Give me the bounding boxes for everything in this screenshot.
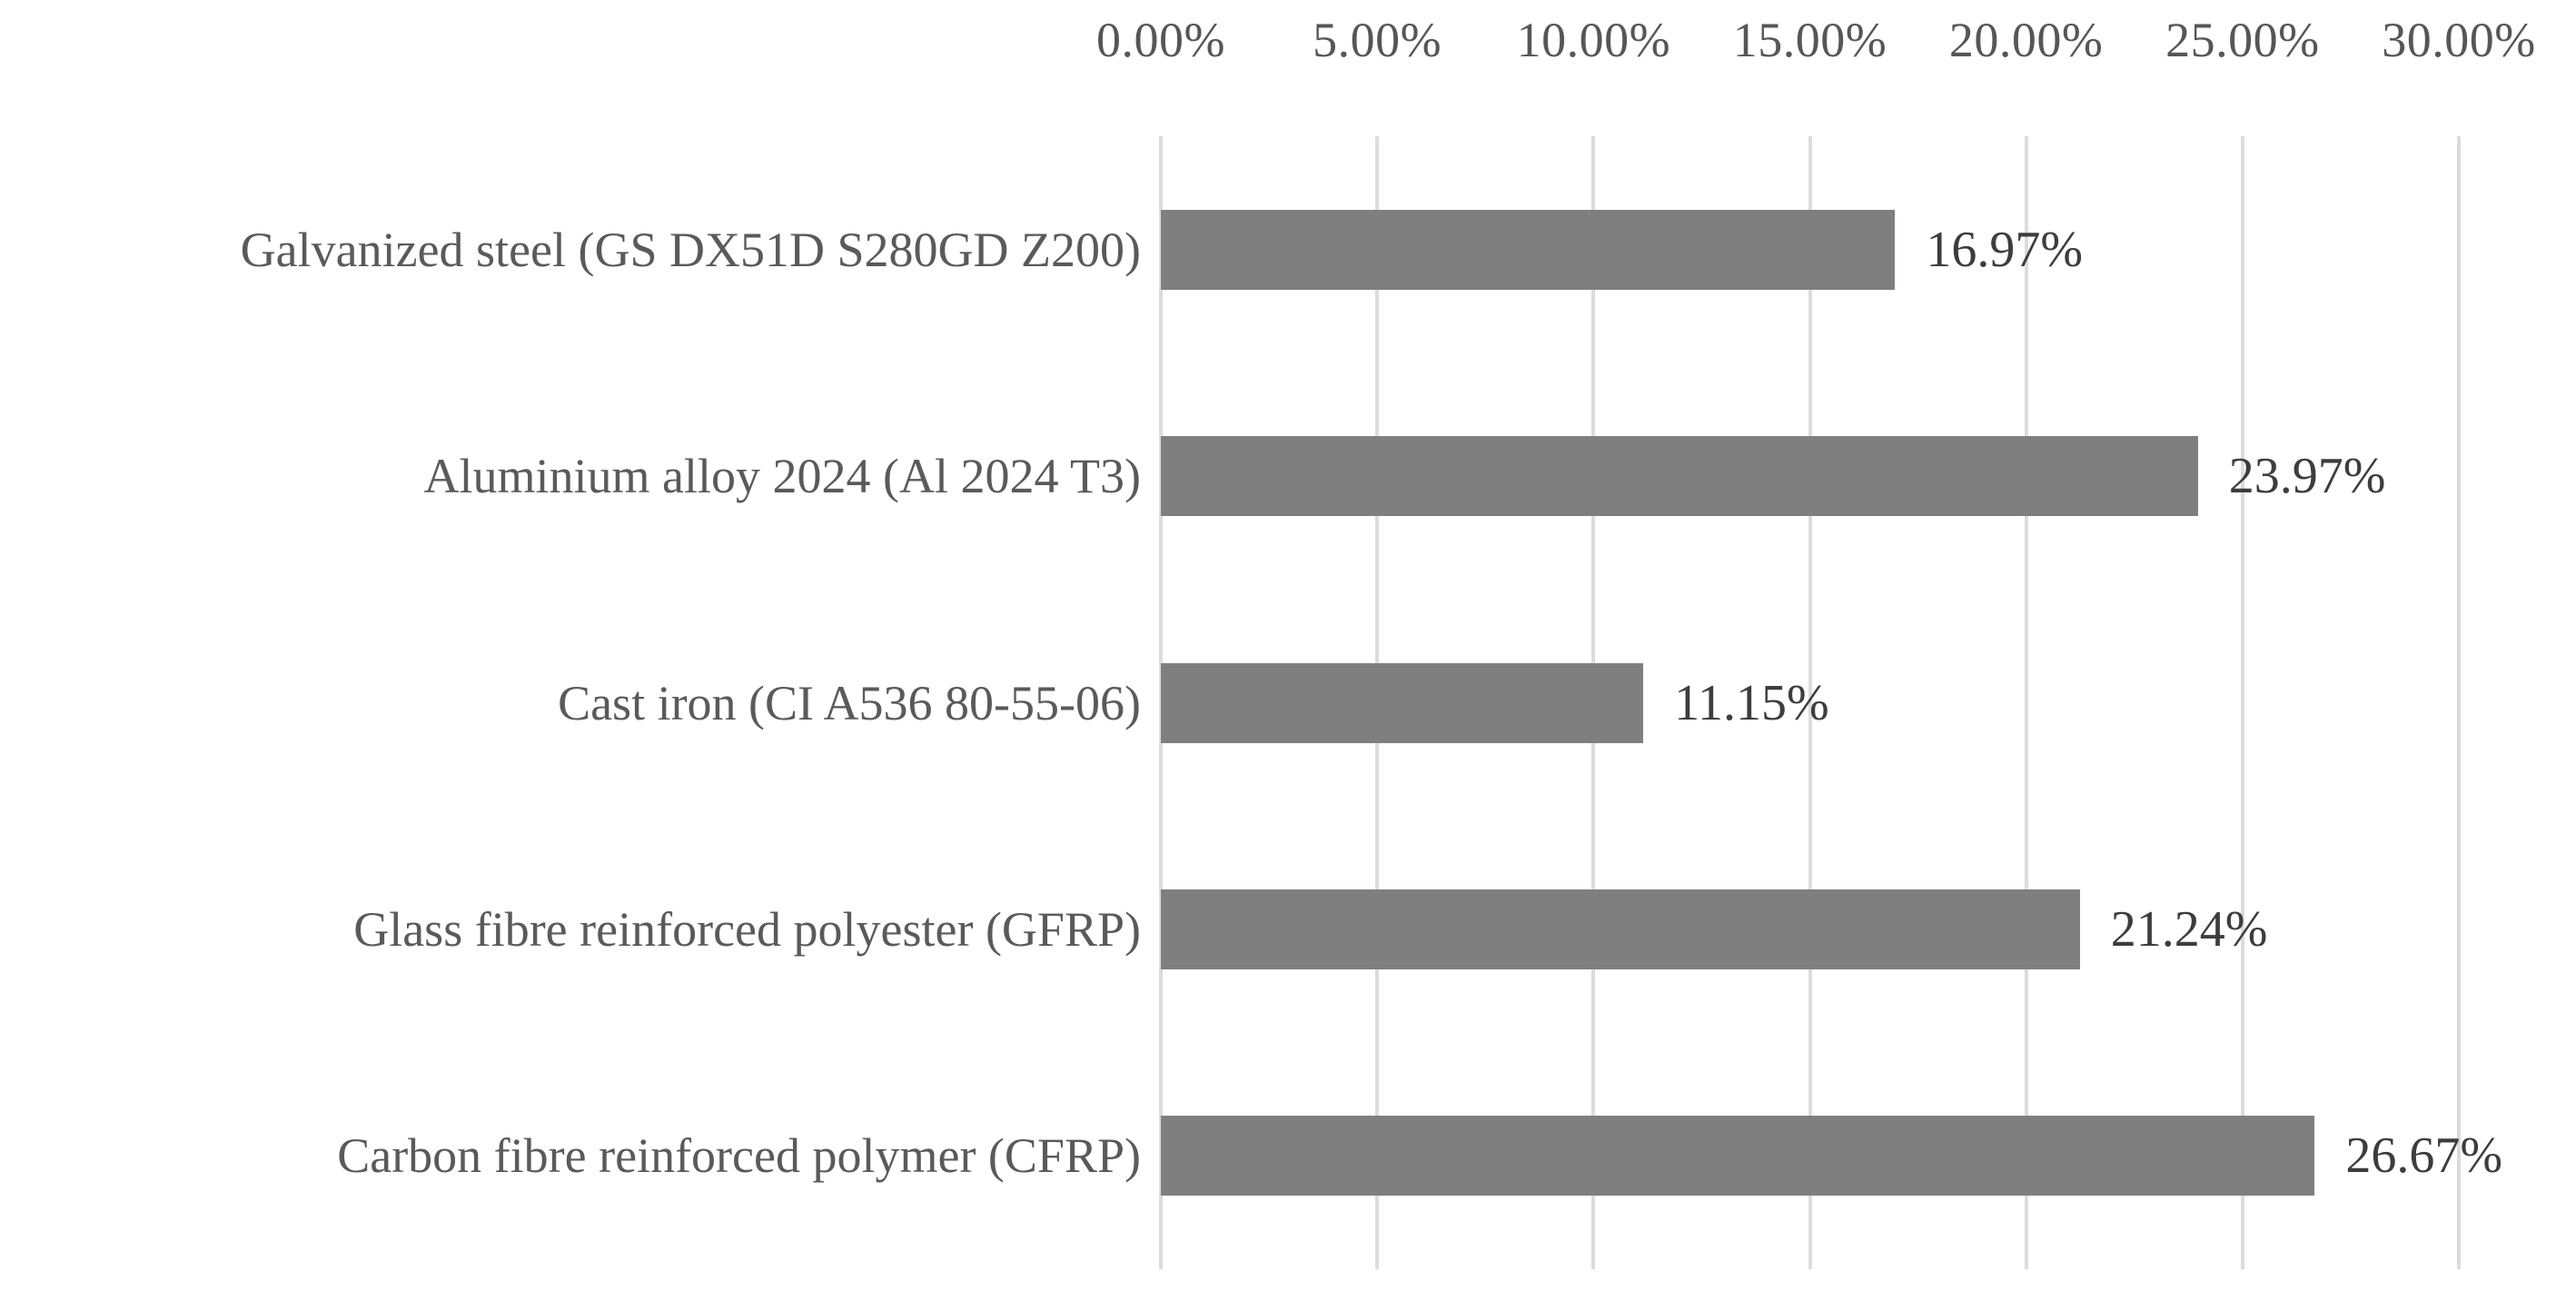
bar-value-label: 16.97% [1926,221,2083,278]
gridline [2240,136,2244,1269]
x-axis-tick-label: 30.00% [2382,13,2536,67]
gridline [2457,136,2461,1269]
x-axis-tick-label: 0.00% [1096,13,1225,67]
category-label: Cast iron (CI A536 80-55-06) [558,675,1141,730]
x-axis-tick-label: 20.00% [1948,13,2104,67]
bar-value-label: 21.24% [2110,900,2268,958]
gridline [1808,136,1812,1269]
category-label: Galvanized steel (GS DX51D S280GD Z200) [240,222,1141,277]
bar [1161,889,2080,969]
bar [1161,1116,2315,1197]
gridline [2024,136,2028,1269]
bar-value-label: 11.15% [1674,674,1829,731]
x-axis-tick-label: 5.00% [1313,13,1442,67]
category-label: Aluminium alloy 2024 (Al 2024 T3) [423,449,1141,504]
bar [1161,436,2198,517]
category-label: Carbon fibre reinforced polymer (CFRP) [337,1128,1141,1184]
x-axis-tick-label: 25.00% [2165,13,2320,67]
bar [1161,209,1896,290]
x-axis-tick-label: 15.00% [1732,13,1887,67]
bar-value-label: 26.67% [2345,1127,2503,1185]
bar-value-label: 23.97% [2228,448,2386,505]
category-label: Glass fibre reinforced polyester (GFRP) [353,901,1141,957]
x-axis-tick-label: 10.00% [1516,13,1671,67]
bar [1161,662,1644,743]
